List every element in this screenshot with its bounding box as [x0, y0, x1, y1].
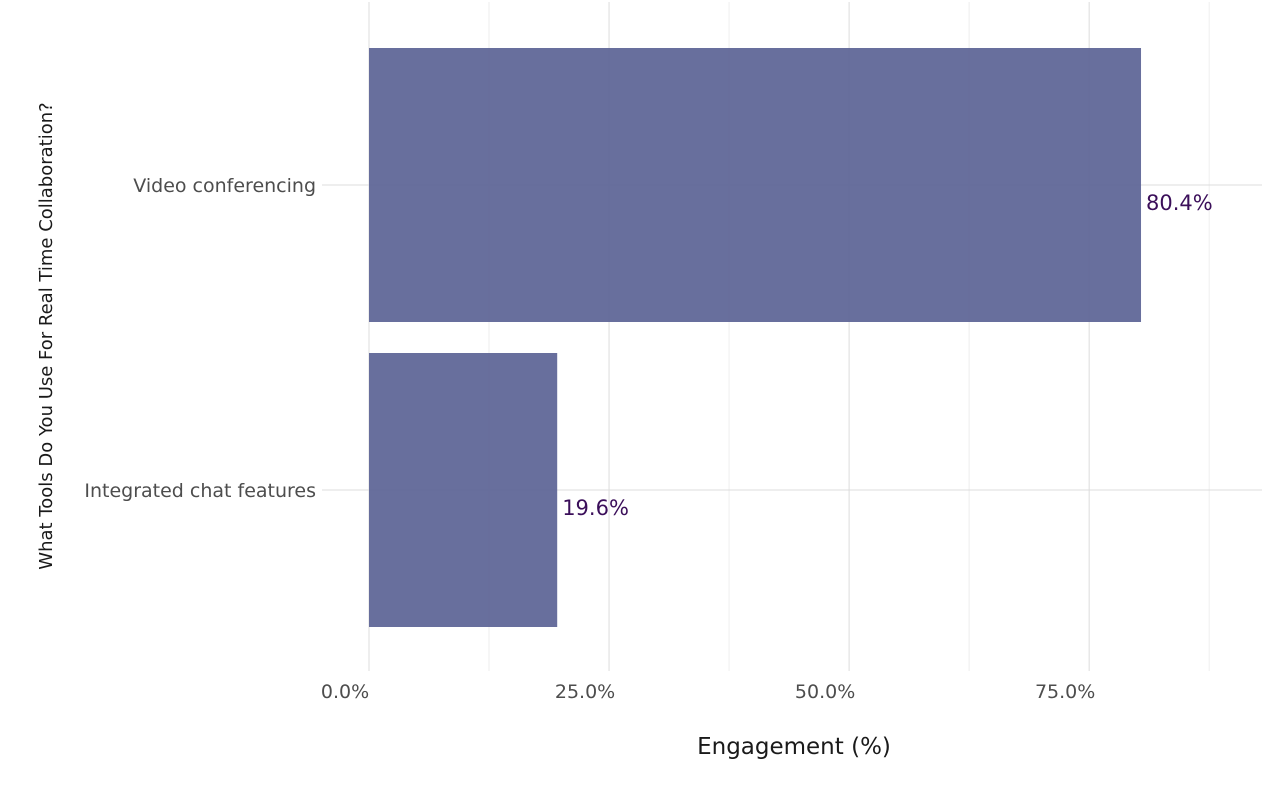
y-tick-label: Video conferencing: [133, 175, 316, 197]
y-axis-ticks: Video conferencing Integrated chat featur…: [84, 175, 316, 502]
x-tick-label: 0.0%: [321, 681, 369, 703]
x-axis-title: Engagement (%): [697, 734, 891, 760]
value-labels: 80.4% 19.6%: [562, 191, 1213, 520]
bar-video-conferencing: [369, 48, 1142, 322]
x-tick-label: 75.0%: [1035, 681, 1095, 703]
y-axis-title: What Tools Do You Use For Real Time Coll…: [36, 102, 57, 569]
x-tick-label: 50.0%: [795, 681, 855, 703]
x-tick-label: 25.0%: [555, 681, 615, 703]
bar-integrated-chat-features: [369, 353, 558, 627]
value-label: 19.6%: [562, 496, 629, 520]
value-label: 80.4%: [1146, 191, 1213, 215]
y-tick-label: Integrated chat features: [84, 480, 316, 502]
x-axis-ticks: 0.0% 25.0% 50.0% 75.0%: [321, 681, 1095, 703]
bars: [369, 48, 1142, 627]
